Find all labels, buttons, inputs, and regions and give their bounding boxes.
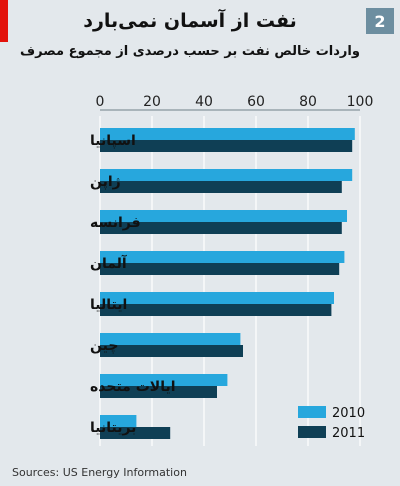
bar-2010 — [100, 251, 344, 263]
x-tick-label: 100 — [347, 94, 374, 110]
x-tick-label: 60 — [247, 94, 265, 110]
x-tick-label: 20 — [143, 94, 161, 110]
category-label: چین — [90, 338, 118, 354]
x-tick-label: 40 — [195, 94, 213, 110]
category-label: ژاپن — [90, 174, 121, 190]
bar-2010 — [100, 333, 240, 345]
bar-2010 — [100, 292, 334, 304]
legend-label-2011: 2011 — [332, 426, 365, 441]
category-label: ایالات متحده — [90, 379, 176, 395]
legend-swatch-2011 — [298, 426, 326, 438]
bar-2010 — [100, 169, 352, 181]
category-label: ایتالیا — [90, 297, 127, 313]
legend-swatch-2010 — [298, 406, 326, 418]
bar-2011 — [100, 345, 243, 357]
x-tick-label: 0 — [96, 94, 105, 110]
bar-2010 — [100, 128, 355, 140]
category-label: فرانسه — [90, 215, 141, 231]
category-label: آلمان — [90, 254, 128, 272]
legend-label-2010: 2010 — [332, 406, 365, 421]
category-label: بریتانیا — [90, 420, 136, 436]
x-tick-label: 80 — [299, 94, 317, 110]
category-label: اسپانیا — [90, 133, 136, 149]
bar-2011 — [100, 140, 352, 152]
chart-source: Sources: US Energy Information — [12, 466, 187, 479]
bar-2011 — [100, 304, 331, 316]
bar-2011 — [100, 263, 339, 275]
bar-2011 — [100, 181, 342, 193]
